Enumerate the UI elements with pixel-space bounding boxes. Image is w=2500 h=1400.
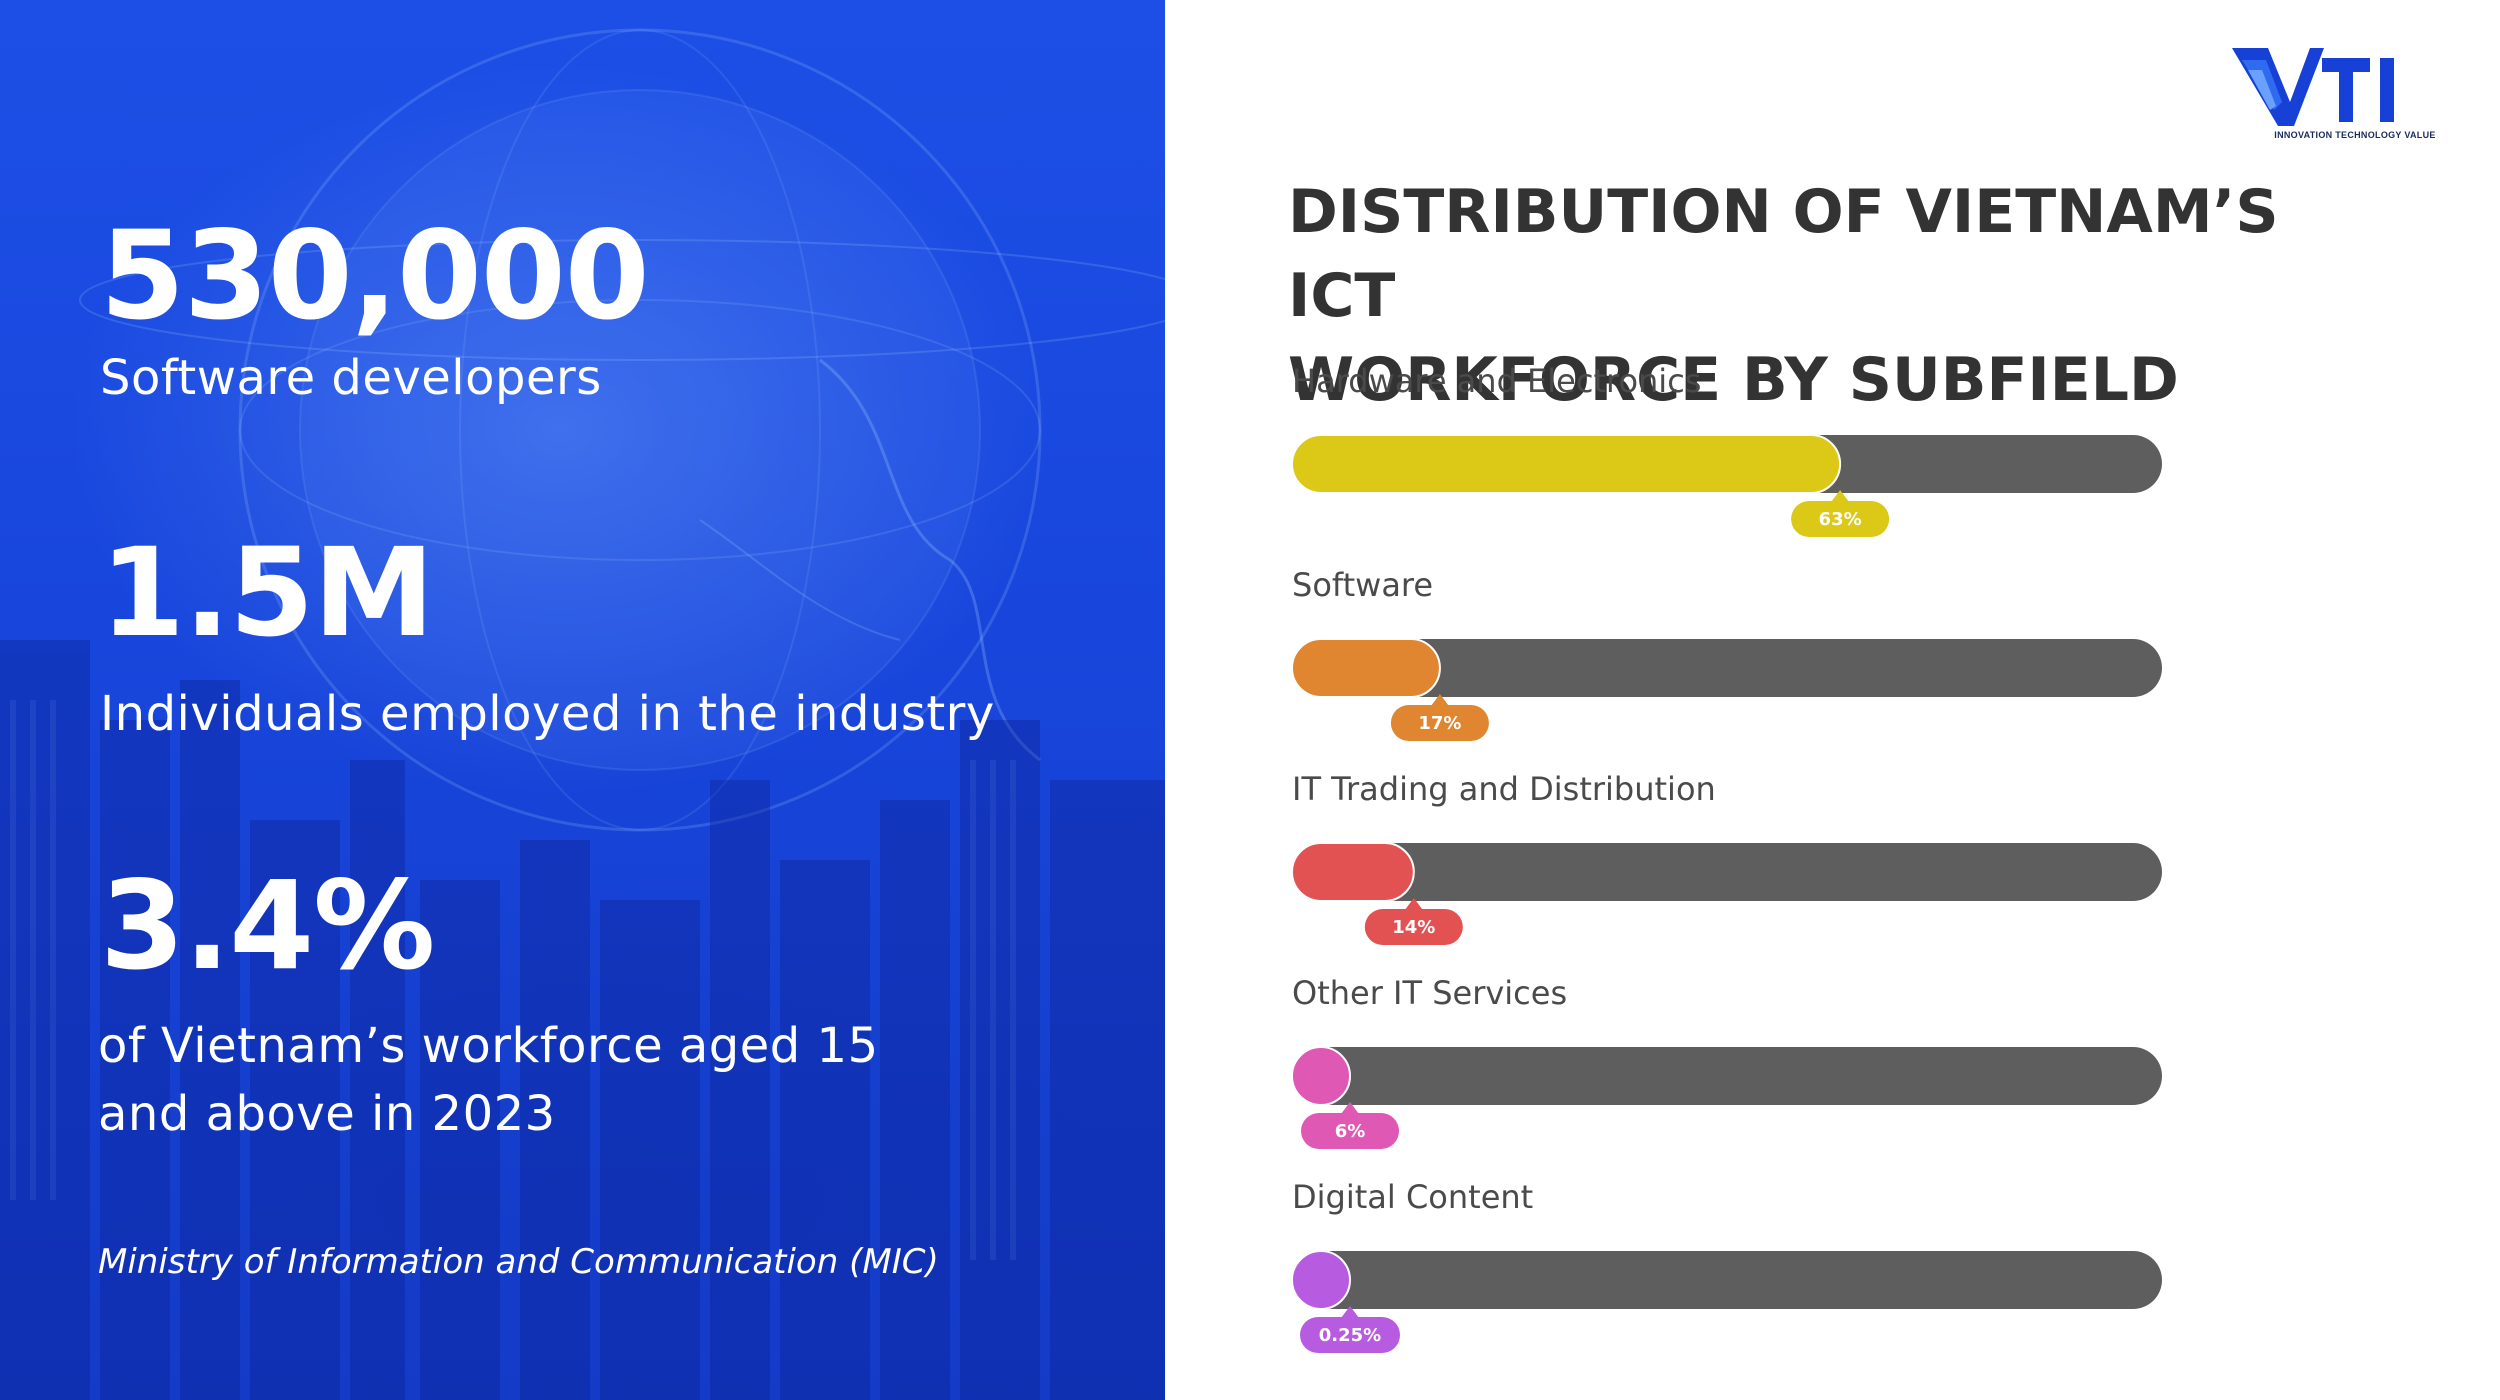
vti-logo xyxy=(2232,48,2394,126)
chart-title-line-1: DISTRIBUTION OF VIETNAM’S ICT xyxy=(1288,177,2279,331)
bar-fill-hardware-and-electronics xyxy=(1291,434,1842,494)
stat-developers-label: Software developers xyxy=(100,350,602,406)
stat-workforce-share-label-line-2: and above in 2023 xyxy=(98,1086,556,1142)
value-pointer-digital-content xyxy=(1341,1306,1359,1318)
bar-fill-digital-content xyxy=(1291,1250,1351,1310)
value-pointer-it-trading-and-distribution xyxy=(1404,898,1423,910)
value-badge-software xyxy=(1390,705,1489,741)
stat-workforce-share-label-line-1: of Vietnam’s workforce aged 15 xyxy=(98,1018,879,1074)
bar-track-software xyxy=(1292,639,2162,697)
bar-fill-other-it-services xyxy=(1291,1046,1351,1106)
value-badge-hardware-and-electronics xyxy=(1791,501,1890,537)
value-pointer-software xyxy=(1430,694,1449,706)
stat-employed-value: 1.5M xyxy=(100,522,435,664)
stat-developers-value: 530,000 xyxy=(100,205,650,347)
value-badge-it-trading-and-distribution xyxy=(1364,909,1463,945)
logo-tagline: INNOVATION TECHNOLOGY VALUE xyxy=(2274,130,2436,140)
bar-fill-software xyxy=(1291,638,1441,698)
category-label-hardware-and-electronics: Hardware and Electronics xyxy=(1292,362,1701,400)
category-label-it-trading-and-distribution: IT Trading and Distribution xyxy=(1292,770,1716,808)
value-pointer-hardware-and-electronics xyxy=(1831,490,1850,502)
source-citation: Ministry of Information and Communicatio… xyxy=(98,1242,939,1282)
value-pointer-other-it-services xyxy=(1341,1102,1359,1114)
value-label-software: 17% xyxy=(1418,713,1461,734)
subfield-bar-chart: Hardware and Electronics 63% Software 17% IT… xyxy=(1291,362,2162,1353)
category-label-software: Software xyxy=(1292,566,1433,604)
chart-title-line-2: WORKFORCE BY SUBFIELD xyxy=(1288,345,2179,415)
bar-track-it-trading-and-distribution xyxy=(1292,843,2162,901)
stat-workforce-share-value: 3.4% xyxy=(100,855,435,997)
value-label-it-trading-and-distribution: 14% xyxy=(1392,917,1435,938)
value-label-digital-content: 0.25% xyxy=(1319,1325,1381,1346)
chart-title: DISTRIBUTION OF VIETNAM’S ICT WORKFORCE … xyxy=(1288,170,2388,422)
bar-track-digital-content xyxy=(1292,1251,2162,1309)
value-badge-digital-content xyxy=(1300,1317,1400,1353)
value-label-other-it-services: 6% xyxy=(1335,1121,1366,1142)
globe-city-background xyxy=(0,28,1165,1400)
bar-track-other-it-services xyxy=(1292,1047,2162,1105)
stat-employed-label: Individuals employed in the industry xyxy=(100,686,995,742)
value-label-hardware-and-electronics: 63% xyxy=(1819,509,1862,530)
bar-fill-it-trading-and-distribution xyxy=(1291,842,1415,902)
stats-panel: 530,000 Software developers 1.5M Individ… xyxy=(0,0,1165,1400)
value-badge-other-it-services xyxy=(1301,1113,1399,1149)
category-label-digital-content: Digital Content xyxy=(1292,1178,1533,1216)
category-label-other-it-services: Other IT Services xyxy=(1292,974,1567,1012)
